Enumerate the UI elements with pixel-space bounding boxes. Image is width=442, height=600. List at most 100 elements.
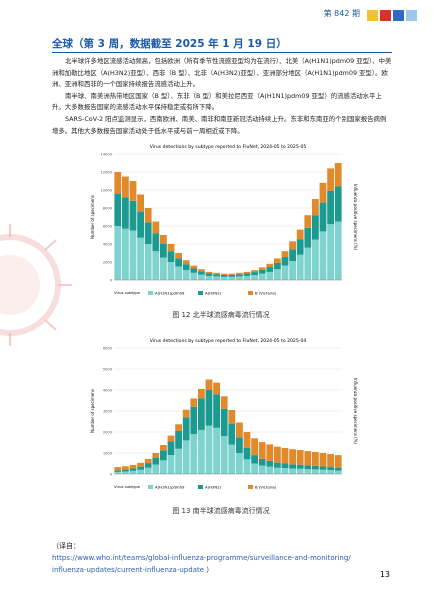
caption: 图 13 南半球流感病毒流行情况 [172,507,270,515]
bar-segment [137,469,144,474]
bar-segment [213,276,220,280]
y-tick-label: 0 [110,279,113,283]
legend-swatch [248,291,253,295]
bar-segment [258,273,266,280]
y-tick-label: 1000 [103,452,113,456]
bar-segment [281,251,289,257]
bar-segment [205,425,213,474]
bar-segment [190,434,198,474]
bar-segment [304,451,312,466]
bar-segment [114,193,122,226]
source-suffix: ） [206,566,214,574]
bar-segment [228,423,236,445]
bar-segment [167,251,175,262]
bar-segment [319,453,327,467]
paragraph: SARS-CoV-2 阳点监测显示，西南欧洲、南美、南非和南亚新冠活动持续上升。… [52,114,387,135]
bar-segment [327,454,334,468]
bar-segment [228,274,236,277]
bar-segment [129,464,137,469]
bar-segment [160,445,167,451]
bar-segment [274,467,281,474]
bar-segment [236,453,243,474]
bar-segment [213,427,220,474]
bar-segment [334,470,342,474]
title: 全球（第 3 周，数据截至 2025 年 1 月 19 日） [52,38,287,50]
bar-segment [137,194,144,212]
bar-segment [152,251,160,280]
bar-segment [182,409,190,418]
bar-segment [258,465,266,474]
bar-segment [334,221,342,280]
bar-segment [144,208,152,223]
bar-segment [266,263,274,268]
bar-segment [144,463,152,468]
bar-segment [160,450,167,461]
y2-axis-label: Influenza positive specimens (%) [353,184,358,251]
virus-decoration [0,224,72,346]
legend-label: A(H3N2) [205,291,222,296]
bar-segment [198,271,205,275]
bar-segment [129,230,137,280]
bar-segment [296,450,304,465]
bar-segment [190,265,198,269]
caption: 图 12 北半球流感病毒流行情况 [172,311,270,319]
source-link[interactable]: influenza-updates/current-influenza-upda… [52,566,205,574]
bar-segment [114,471,122,474]
bar-segment [281,468,289,474]
bar-segment [243,447,251,460]
bar-segment [243,271,251,274]
chart-title: Virus detections by subtype reported to … [150,144,307,150]
page-number: 13 [379,570,390,579]
bar-segment [251,455,258,464]
bar-segment [167,262,175,280]
bar-segment [236,274,243,277]
y-tick-label: 8000 [103,207,113,211]
bar-segment [175,424,182,431]
source: （译自： https://www.who.int/teams/global-in… [52,540,351,576]
bar-segment [274,462,281,468]
paragraph: 北半球许多地区流感活动频高，包括欧洲（所有季节性流感亚型均为在流行）、北美（A(… [52,57,392,89]
y-tick-label: 6000 [103,225,113,229]
bar-segment [319,202,327,232]
bar-segment [220,274,228,277]
bar-segment [152,233,160,252]
bar-segment [175,253,182,259]
bar-segment [281,265,289,280]
bar-segment [274,262,281,270]
y-tick-label: 4000 [103,243,113,247]
chart: Virus detections by subtype reported to … [90,144,358,296]
bar-segment [152,464,160,474]
bar-segment [296,229,304,240]
bar-segment [213,274,220,277]
bar-segment [319,182,327,203]
bar-segment [205,275,213,280]
header-square [380,10,391,21]
y-tick-label: 10000 [101,189,113,193]
bar-segment [114,467,122,471]
bar-segment [251,275,258,280]
bar-segment [258,442,266,459]
legend-swatch [198,291,203,295]
bar-segment [274,269,281,280]
bar-segment [312,199,319,216]
bar-segment [160,460,167,474]
source-prefix: （译自： [52,542,80,550]
bar-segment [190,272,198,280]
bar-segment [122,176,129,198]
legend-label: A(H3N2) [205,485,222,490]
bar-segment [160,235,167,244]
bar-segment [198,398,205,430]
paragraph: 南半球、南美洲热带地区国家（B 型）、东非（B 型）和美拉尼西亚（A(H1N1)… [52,91,382,112]
source-link[interactable]: https://www.who.int/teams/global-influen… [52,554,351,562]
chart-title: Virus detections by subtype reported to … [150,338,307,344]
legend-label: B (Victoria) [255,291,277,296]
bar-segment [205,271,213,274]
bar-segment [251,270,258,273]
header-square [367,10,378,21]
bar-segment [167,441,175,456]
bar-segment [182,417,190,441]
bar-segment [236,422,243,438]
y-tick-label: 12000 [101,171,113,175]
bar-segment [152,453,160,458]
